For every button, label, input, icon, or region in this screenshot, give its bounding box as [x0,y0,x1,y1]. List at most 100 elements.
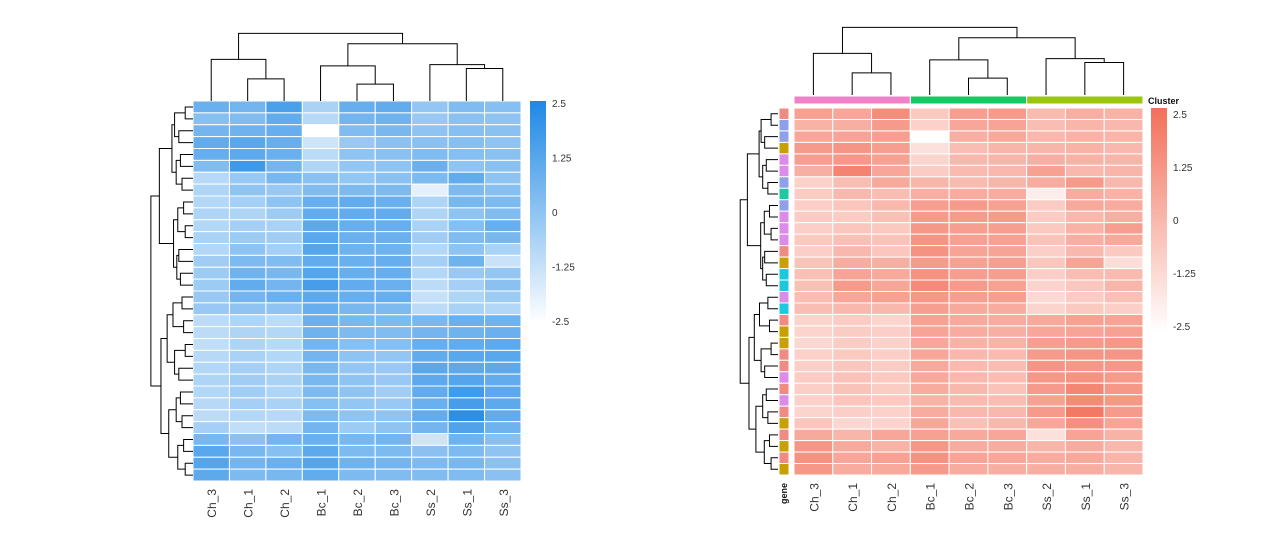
heatmap-cell [909,118,950,132]
heatmap-cell [265,468,303,482]
colorbar-tick-label: -2.5 [1173,322,1191,333]
gene-annotation-cell [778,325,790,338]
heatmap-cell [447,100,486,114]
column-dendrogram-branch [968,77,1008,95]
heatmap-cell [1064,153,1105,166]
heatmap-cell [793,359,834,373]
heatmap-cell [484,421,522,434]
heatmap-cell [793,291,834,304]
heatmap-cell [793,417,834,430]
heatmap-cell [374,112,413,126]
column-label: Ss_3 [497,489,511,517]
heatmap-cell [987,222,1028,235]
heatmap-cell [1103,199,1144,212]
heatmap-cell [484,112,522,126]
heatmap-cell [793,451,834,465]
heatmap-cell [793,153,834,166]
gene-annotation-label: gene [779,483,789,504]
row-dendrogram-branch [764,250,778,264]
heatmap-cell [411,219,449,233]
heatmap-cell [411,243,449,256]
column-label: Ss_1 [460,489,474,517]
heatmap-cell [192,148,230,161]
heatmap-cell [374,409,413,423]
heatmap-cell [832,325,873,338]
heatmap-cell [832,371,873,384]
gene-annotation-cell [778,199,790,212]
heatmap-cell [871,279,911,292]
heatmap-cell [265,159,303,173]
column-label: Bc_2 [351,489,365,517]
heatmap-cell [871,371,911,384]
colorbar-tick-label: 0 [552,208,558,219]
heatmap-cell [484,338,522,351]
row-dendrogram-branch [174,112,186,138]
heatmap-cell [228,148,267,161]
heatmap-cell [411,100,449,114]
heatmap-cell [374,444,413,458]
heatmap-cell [987,382,1028,396]
row-dendrogram-branch [181,296,193,310]
row-dendrogram-branch [184,225,193,239]
heatmap-cell [411,373,449,387]
heatmap-cell [871,463,911,476]
heatmap-cell [1026,130,1066,143]
heatmap-cell [987,359,1028,373]
gene-annotation-cell [778,371,790,384]
heatmap-cell [832,107,873,120]
heatmap-cell [192,219,230,233]
heatmap-cell [301,468,340,482]
row-dendrogram-branch [765,388,778,401]
row-dendrogram-branch [168,409,178,458]
heatmap-cell [1064,336,1105,350]
column-dendrogram-branch [238,32,404,60]
heatmap-cell [338,373,376,387]
heatmap-cell [374,421,413,434]
heatmap-cell [832,291,873,304]
heatmap-cell [987,291,1028,304]
heatmap-cell [301,243,340,256]
row-dendrogram-branch [183,320,193,334]
heatmap-cell [832,302,873,315]
row-dendrogram-branch [767,296,778,310]
gene-annotation-cell [778,118,790,132]
heatmap-cell [948,313,989,327]
heatmap-cell [871,187,911,201]
column-label: Ch_1 [242,489,256,518]
heatmap-cell [987,256,1028,270]
row-dendrogram-branch [183,201,193,215]
heatmap-cell [228,112,267,126]
heatmap-cell [948,164,989,178]
heatmap-cell [832,118,873,132]
heatmap-cell [832,348,873,361]
heatmap-cell [1026,371,1066,384]
gene-annotation-cell [778,348,790,361]
heatmap-cell [447,231,486,244]
heatmap-cell [192,183,230,197]
gene-annotation-cell [778,107,790,120]
heatmap-cell [948,233,989,247]
heatmap-cell [793,382,834,396]
heatmap-cell [447,148,486,161]
heatmap-cell [871,130,911,143]
gene-annotation-cell [778,451,790,465]
heatmap-cell [447,433,486,446]
heatmap-cell [948,451,989,465]
heatmap-cell [1064,371,1105,384]
heatmap-cell [411,302,449,316]
heatmap-cell [228,243,267,256]
heatmap-cell [192,468,230,482]
heatmap-cell [447,136,486,149]
heatmap-cell [1064,417,1105,430]
heatmap-cell [374,349,413,363]
heatmap-cell [338,290,376,304]
heatmap-cell [265,290,303,304]
heatmap-cell [793,268,834,281]
column-dendrogram-branch [841,26,1018,54]
heatmap-cell [447,314,486,328]
heatmap-cell [832,417,873,430]
heatmap-cell [832,394,873,407]
heatmap-cell [987,348,1028,361]
heatmap-cell [265,314,303,328]
heatmap-cell [338,361,376,375]
